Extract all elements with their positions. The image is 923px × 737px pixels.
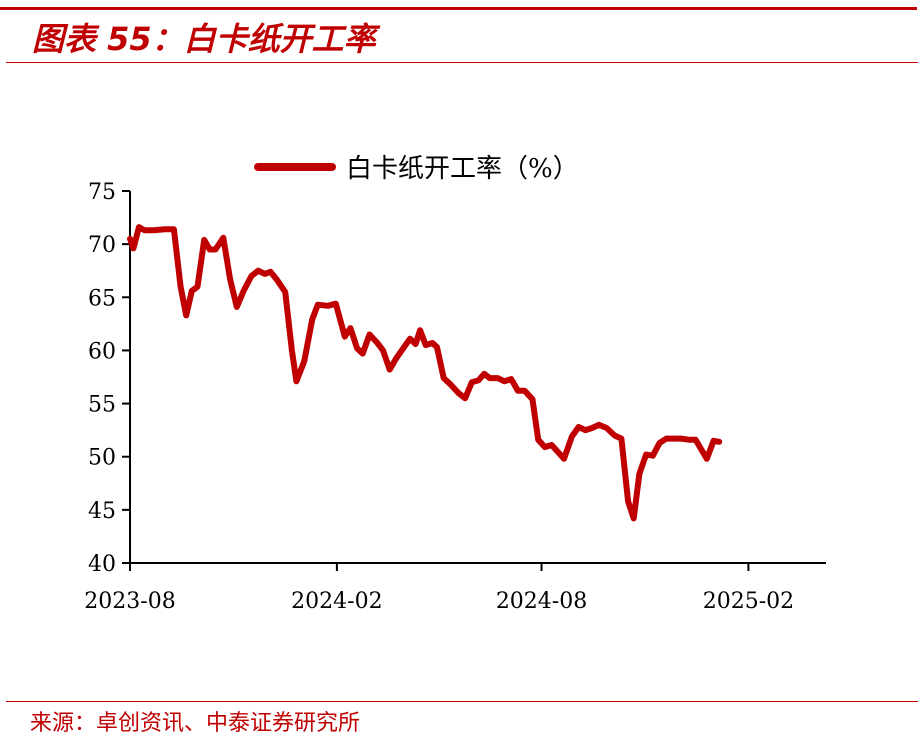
y-tick-label: 50 <box>88 446 116 471</box>
y-tick-label: 60 <box>88 339 116 364</box>
y-tick-label: 55 <box>88 393 116 418</box>
source-note: 来源：卓创资讯、中泰证券研究所 <box>30 711 361 736</box>
x-axis: 2023-08 2024-02 2024-08 2025-02 <box>84 562 826 614</box>
x-tick-label: 2025-02 <box>703 589 794 614</box>
x-tick-label: 2024-08 <box>496 589 587 614</box>
y-tick-label: 75 <box>88 180 116 205</box>
x-tick-label: 2024-02 <box>291 589 382 614</box>
legend-label: 白卡纸开工率（%） <box>346 154 579 184</box>
top-red-rule <box>0 7 917 10</box>
y-tick-label: 45 <box>88 499 116 524</box>
y-tick-label: 70 <box>88 233 116 258</box>
y-axis: 40 45 50 55 60 65 70 75 <box>88 180 131 577</box>
title-divider <box>6 62 918 63</box>
x-tick-label: 2023-08 <box>84 589 175 614</box>
footer-divider <box>6 701 918 702</box>
series-line <box>127 224 723 522</box>
figure-title: 图表 55：白卡纸开工率 <box>32 20 376 58</box>
y-tick-label: 40 <box>88 552 116 577</box>
plot-area <box>127 224 723 522</box>
line-chart: 白卡纸开工率（%） 40 45 50 55 60 65 70 75 2023-08 2024-0… <box>84 154 826 614</box>
chart-legend: 白卡纸开工率（%） <box>254 154 579 184</box>
y-tick-label: 65 <box>88 286 116 311</box>
